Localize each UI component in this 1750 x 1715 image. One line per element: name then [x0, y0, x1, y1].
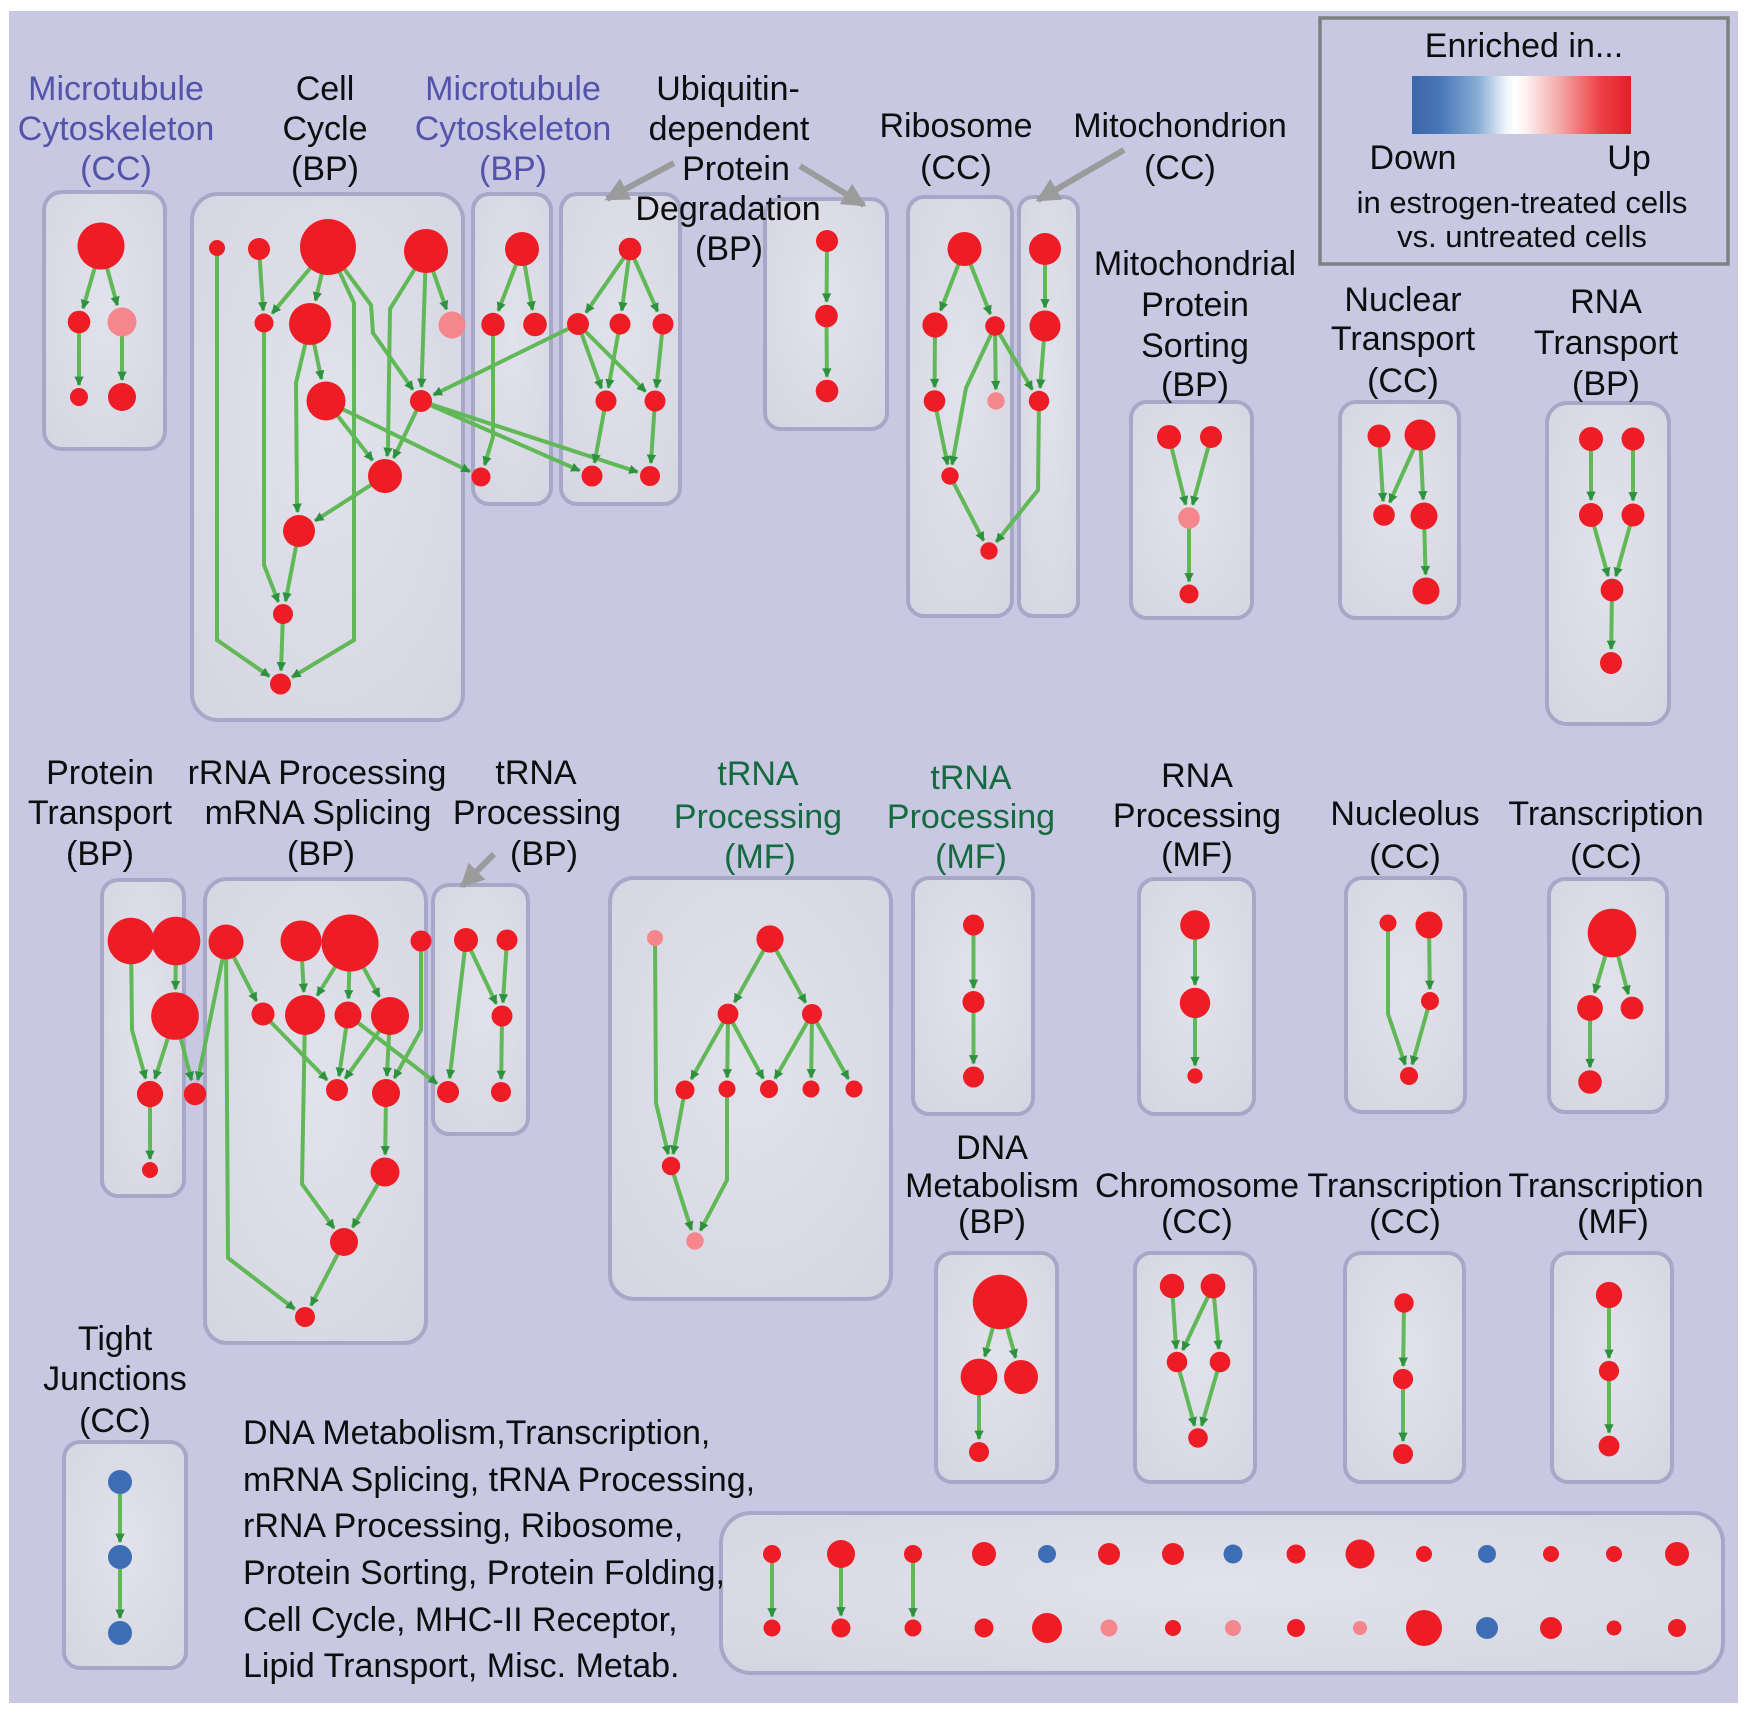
svg-text:Microtubule: Microtubule — [425, 70, 601, 108]
svg-text:(BP): (BP) — [287, 835, 355, 873]
svg-text:(CC): (CC) — [1367, 362, 1439, 400]
svg-text:RNA: RNA — [1161, 757, 1233, 795]
svg-text:Ribosome: Ribosome — [879, 107, 1032, 145]
svg-text:Protein Sorting, Protein Foldi: Protein Sorting, Protein Folding, — [243, 1554, 725, 1592]
svg-text:RNA: RNA — [1570, 283, 1642, 321]
svg-text:DNA Metabolism,Transcription,: DNA Metabolism,Transcription, — [243, 1414, 710, 1452]
svg-text:Microtubule: Microtubule — [28, 70, 204, 108]
svg-text:Ubiquitin-: Ubiquitin- — [656, 70, 800, 108]
svg-text:(CC): (CC) — [1369, 1203, 1441, 1241]
svg-text:(MF): (MF) — [1161, 836, 1233, 874]
svg-text:Processing: Processing — [674, 798, 842, 836]
svg-text:vs. untreated cells: vs. untreated cells — [1397, 219, 1647, 254]
svg-text:Transport: Transport — [28, 794, 173, 832]
svg-text:Transcription: Transcription — [1307, 1167, 1502, 1205]
svg-text:(BP): (BP) — [479, 150, 547, 188]
svg-text:Cell: Cell — [296, 70, 355, 108]
svg-text:(BP): (BP) — [510, 835, 578, 873]
svg-text:(CC): (CC) — [80, 150, 152, 188]
svg-text:tRNA: tRNA — [930, 759, 1012, 797]
svg-text:(CC): (CC) — [1369, 838, 1441, 876]
svg-text:Nuclear: Nuclear — [1344, 281, 1461, 319]
svg-text:Enriched in...: Enriched in... — [1425, 27, 1623, 65]
svg-text:rRNA Processing, Ribosome,: rRNA Processing, Ribosome, — [243, 1507, 683, 1545]
svg-text:Protein: Protein — [682, 150, 790, 188]
svg-text:Cell Cycle, MHC-II Receptor,: Cell Cycle, MHC-II Receptor, — [243, 1601, 678, 1639]
svg-text:(BP): (BP) — [1161, 366, 1229, 404]
svg-text:Chromosome: Chromosome — [1095, 1167, 1299, 1205]
svg-text:tRNA: tRNA — [495, 754, 577, 792]
svg-text:Down: Down — [1370, 139, 1457, 177]
svg-text:Transcription: Transcription — [1508, 1167, 1703, 1205]
svg-text:(BP): (BP) — [291, 150, 359, 188]
svg-text:Mitochondrial: Mitochondrial — [1094, 245, 1296, 283]
svg-text:(CC): (CC) — [1161, 1203, 1233, 1241]
svg-text:(MF): (MF) — [724, 838, 796, 876]
svg-text:(CC): (CC) — [79, 1402, 151, 1440]
svg-text:tRNA: tRNA — [717, 755, 799, 793]
svg-text:Transport: Transport — [1331, 320, 1476, 358]
svg-text:(BP): (BP) — [958, 1203, 1026, 1241]
svg-text:mRNA Splicing: mRNA Splicing — [205, 794, 432, 832]
svg-text:Sorting: Sorting — [1141, 327, 1249, 365]
svg-text:Mitochondrion: Mitochondrion — [1073, 107, 1287, 145]
svg-text:(CC): (CC) — [1570, 838, 1642, 876]
svg-text:(BP): (BP) — [66, 835, 134, 873]
svg-text:Protein: Protein — [1141, 286, 1249, 324]
svg-text:(CC): (CC) — [920, 149, 992, 187]
svg-text:Cytoskeleton: Cytoskeleton — [18, 110, 215, 148]
svg-text:rRNA Processing: rRNA Processing — [188, 754, 447, 792]
svg-text:Junctions: Junctions — [43, 1360, 187, 1398]
svg-text:in estrogen-treated cells: in estrogen-treated cells — [1357, 185, 1688, 220]
svg-text:Transcription: Transcription — [1508, 795, 1703, 833]
svg-text:Protein: Protein — [46, 754, 154, 792]
svg-text:Nucleolus: Nucleolus — [1330, 795, 1479, 833]
svg-text:Up: Up — [1607, 139, 1650, 177]
svg-text:(MF): (MF) — [935, 838, 1007, 876]
svg-text:Processing: Processing — [453, 794, 621, 832]
svg-text:Tight: Tight — [78, 1320, 153, 1358]
svg-text:dependent: dependent — [649, 110, 810, 148]
svg-text:Lipid Transport, Misc. Metab.: Lipid Transport, Misc. Metab. — [243, 1647, 680, 1685]
svg-text:(BP): (BP) — [695, 230, 763, 268]
svg-text:Transport: Transport — [1534, 324, 1679, 362]
svg-text:Metabolism: Metabolism — [905, 1167, 1079, 1205]
svg-text:(CC): (CC) — [1144, 149, 1216, 187]
svg-text:Cycle: Cycle — [282, 110, 367, 148]
svg-text:(MF): (MF) — [1577, 1203, 1649, 1241]
svg-text:DNA: DNA — [956, 1129, 1028, 1167]
svg-text:Processing: Processing — [887, 798, 1055, 836]
svg-text:mRNA Splicing, tRNA Processing: mRNA Splicing, tRNA Processing, — [243, 1461, 755, 1499]
svg-text:Cytoskeleton: Cytoskeleton — [415, 110, 612, 148]
svg-text:(BP): (BP) — [1572, 365, 1640, 403]
svg-text:Processing: Processing — [1113, 797, 1281, 835]
svg-text:Degradation: Degradation — [635, 190, 820, 228]
